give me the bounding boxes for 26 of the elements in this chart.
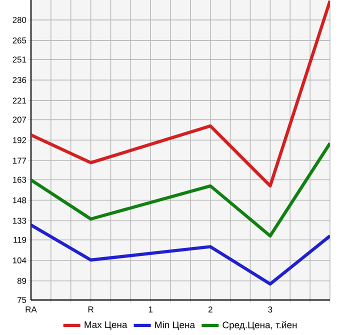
y-tick-label: 265 (12, 37, 26, 44)
y-tick-label: 104 (12, 257, 26, 264)
x-tick-label: 1 (148, 306, 153, 312)
x-tick-label: RA (26, 306, 37, 312)
line-series (31, 223, 330, 286)
x-tick-label: 2 (208, 306, 212, 312)
y-tick-label: 119 (14, 236, 26, 243)
x-tick-label: R (88, 306, 94, 312)
y-tick-label: 75 (18, 297, 26, 303)
line-series (31, 0, 330, 188)
y-tick-label: 221 (12, 98, 26, 104)
legend-label: Сред.Цена, т.йен (222, 321, 297, 330)
y-tick-label: 148 (12, 197, 26, 204)
y-tick-label: 163 (12, 176, 26, 183)
y-tick-label: 251 (12, 56, 26, 63)
y-tick-label: 133 (12, 218, 26, 224)
y-tick-label: 192 (12, 137, 26, 144)
y-tick-label: 89 (17, 278, 26, 284)
legend-label: Min Цена (155, 321, 196, 330)
x-tick-label: 3 (268, 306, 272, 313)
legend-label: Max Цена (84, 321, 128, 330)
y-tick-label: 280 (12, 16, 26, 23)
line-series (31, 142, 330, 238)
y-tick-label: 177 (12, 158, 26, 164)
y-tick-label: 207 (12, 116, 26, 123)
y-tick-label: 236 (12, 77, 26, 84)
